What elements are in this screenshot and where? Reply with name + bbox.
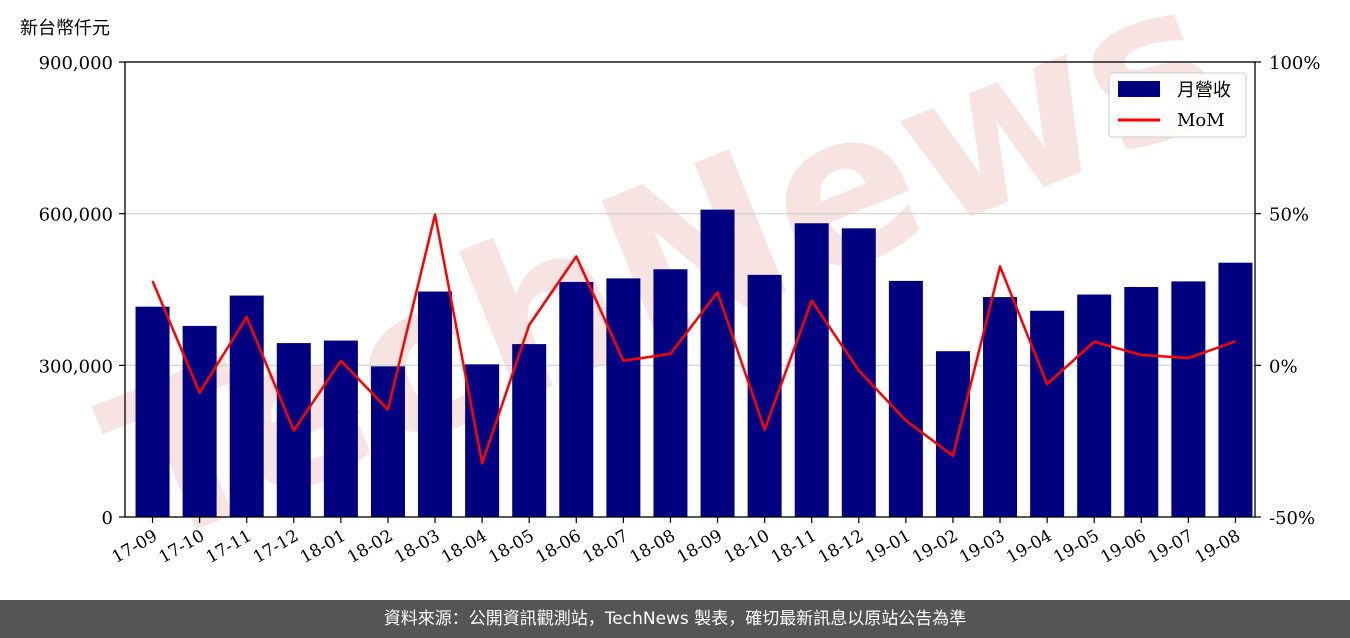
bar-19-01 <box>888 280 923 517</box>
x-tick-label: 18-03 <box>391 526 443 568</box>
x-tick-label: 19-08 <box>1192 526 1244 568</box>
x-tick-label: 18-07 <box>579 526 631 568</box>
right-tick-label: -50% <box>1269 508 1315 529</box>
bar-18-05 <box>512 344 547 517</box>
x-tick-label: 19-07 <box>1144 526 1196 568</box>
x-tick-label: 18-02 <box>344 526 396 568</box>
x-tick-label: 19-06 <box>1097 526 1149 568</box>
x-tick-label: 19-05 <box>1050 526 1102 568</box>
x-tick-label: 18-08 <box>627 526 679 568</box>
legend-swatch-revenue <box>1118 81 1160 97</box>
bar-18-11 <box>794 223 829 517</box>
bar-19-04 <box>1030 310 1065 517</box>
bar-19-08 <box>1218 262 1253 517</box>
left-tick-label: 900,000 <box>39 53 113 74</box>
bar-18-02 <box>370 366 405 517</box>
bar-18-04 <box>465 364 500 517</box>
left-tick-label: 0 <box>102 508 113 529</box>
bar-18-01 <box>323 340 358 517</box>
bar-18-12 <box>841 228 876 518</box>
source-footer: 資料來源：公開資訊觀測站，TechNews 製表，確切最新訊息以原站公告為準 <box>0 600 1350 638</box>
left-tick-label: 600,000 <box>39 205 113 226</box>
plot-frame <box>124 61 1256 518</box>
legend: 月營收 MoM <box>1108 72 1247 138</box>
mom-line-series <box>151 213 1236 465</box>
bar-19-05 <box>1077 294 1112 517</box>
right-axis-ticks: -50% 0% 50% 100% <box>1255 53 1320 529</box>
left-tick-label: 300,000 <box>39 356 113 377</box>
x-tick-label: 18-06 <box>532 526 584 568</box>
x-tick-label: 18-05 <box>485 526 537 568</box>
x-tick-label: 19-01 <box>862 526 914 568</box>
bar-18-06 <box>559 281 594 517</box>
legend-label-revenue: 月營收 <box>1177 80 1231 101</box>
x-tick-label: 18-12 <box>815 526 867 568</box>
bar-19-07 <box>1171 281 1206 517</box>
right-tick-label: 100% <box>1269 53 1320 74</box>
bar-17-09 <box>135 306 170 517</box>
bar-17-11 <box>229 295 264 517</box>
bar-19-03 <box>983 297 1018 517</box>
x-tick-label: 19-03 <box>956 526 1008 568</box>
right-tick-label: 0% <box>1269 356 1298 377</box>
x-tick-label: 19-04 <box>1003 526 1055 568</box>
bar-series <box>135 209 1253 518</box>
bar-18-03 <box>418 291 453 517</box>
legend-label-mom: MoM <box>1177 110 1225 131</box>
bar-19-02 <box>935 351 970 517</box>
y-axis-unit-label: 新台幣仟元 <box>20 18 110 39</box>
bar-18-09 <box>700 209 735 517</box>
mom-line <box>151 213 1236 465</box>
bar-17-10 <box>182 325 217 517</box>
right-tick-label: 50% <box>1269 205 1309 226</box>
x-tick-label: 18-09 <box>674 526 726 568</box>
bar-18-07 <box>606 278 641 517</box>
bar-18-08 <box>653 269 688 517</box>
x-tick-label: 19-02 <box>909 526 961 568</box>
x-tick-label: 18-04 <box>438 526 490 568</box>
x-tick-label: 18-10 <box>721 526 773 568</box>
bar-19-06 <box>1124 286 1159 517</box>
left-axis-ticks: 0 300,000 600,000 900,000 <box>39 53 125 529</box>
x-tick-label: 18-11 <box>768 526 820 568</box>
axes <box>124 61 1256 518</box>
